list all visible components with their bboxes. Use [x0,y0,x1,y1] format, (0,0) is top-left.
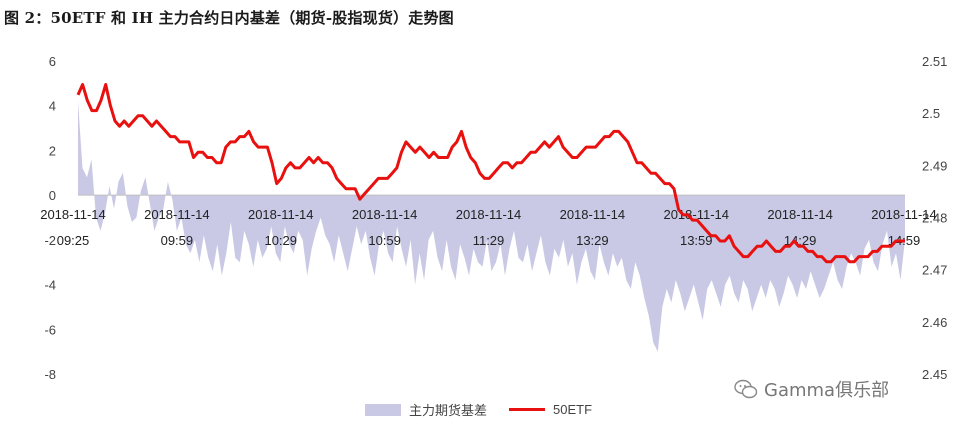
etf-line [76,83,905,264]
y-left-tick-label: 2 [49,143,56,158]
x-tick-label-time: 10:29 [264,233,297,248]
x-tick-label-date: 2018-11-14 [871,207,937,222]
x-tick-label-date: 2018-11-14 [456,207,522,222]
x-tick-label-date: 2018-11-14 [560,207,626,222]
x-tick-label-time: 13:29 [576,233,609,248]
chart-title: 图 2：50ETF 和 IH 主力合约日内基差（期货-股指现货）走势图 [4,9,454,27]
x-tick-label-date: 2018-11-14 [352,207,418,222]
y-left-tick-label: 4 [49,99,56,114]
x-tick-label-time: 11:29 [473,233,505,248]
y-right-tick-label: 2.46 [922,315,947,330]
y-right-tick-label: 2.51 [922,54,947,69]
y-right-tick-label: 2.49 [922,158,947,173]
y-right-tick-label: 2.48 [922,211,947,226]
watermark-text: Gamma俱乐部 [764,380,890,401]
legend-basis-swatch [365,403,401,416]
y-right-tick-label: 2.45 [922,367,947,382]
legend: 主力期货基差 50ETF [365,400,592,419]
watermark: Gamma俱乐部 [734,376,889,402]
y-left-tick-label: -6 [44,322,56,337]
x-tick-label-date: 2018-11-14 [248,207,314,222]
wechat-icon [734,377,758,401]
y-left-tick-label: 6 [49,54,56,69]
basis-area [78,101,905,352]
y-left-tick-label: -8 [44,367,56,382]
x-tick-label-date: 2018-11-14 [144,207,210,222]
y-left-tick-label: -2 [44,233,56,248]
legend-basis-label: 主力期货基差 [409,403,488,418]
x-tick-label-time: 09:25 [57,233,90,248]
y-right-tick-label: 2.5 [922,106,940,121]
x-tick-label-time: 10:59 [368,233,401,248]
x-tick-label-date: 2018-11-14 [767,207,833,222]
y-left-tick-label: 0 [49,188,56,203]
y-left-tick-label: -4 [44,278,56,293]
legend-etf-label: 50ETF [553,402,593,417]
x-tick-label-date: 2018-11-14 [40,207,106,222]
x-tick-label-time: 09:59 [161,233,194,248]
legend-etf-swatch [509,408,546,411]
y-right-tick-label: 2.47 [922,263,947,278]
x-tick-label-time: 13:59 [680,233,713,248]
